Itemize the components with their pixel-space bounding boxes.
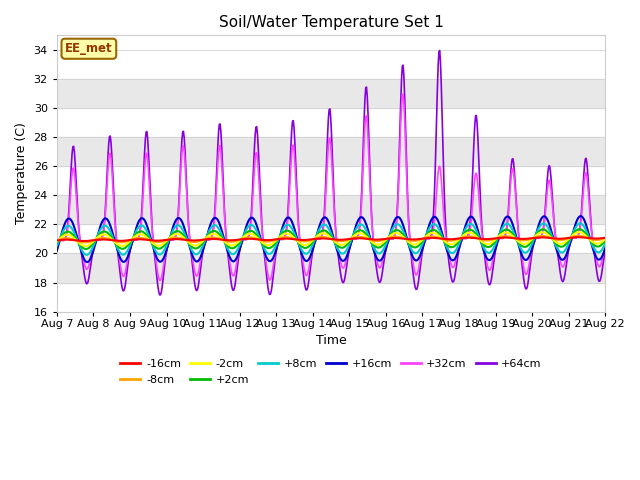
Title: Soil/Water Temperature Set 1: Soil/Water Temperature Set 1: [219, 15, 444, 30]
Bar: [57, 253, 605, 283]
X-axis label: Time: Time: [316, 334, 346, 347]
Bar: [57, 137, 605, 166]
Bar: [57, 79, 605, 108]
Y-axis label: Temperature (C): Temperature (C): [15, 122, 28, 225]
Bar: [57, 195, 605, 225]
Text: EE_met: EE_met: [65, 42, 113, 55]
Legend: -16cm, -8cm, -2cm, +2cm, +8cm, +16cm, +32cm, +64cm: -16cm, -8cm, -2cm, +2cm, +8cm, +16cm, +3…: [116, 355, 546, 389]
